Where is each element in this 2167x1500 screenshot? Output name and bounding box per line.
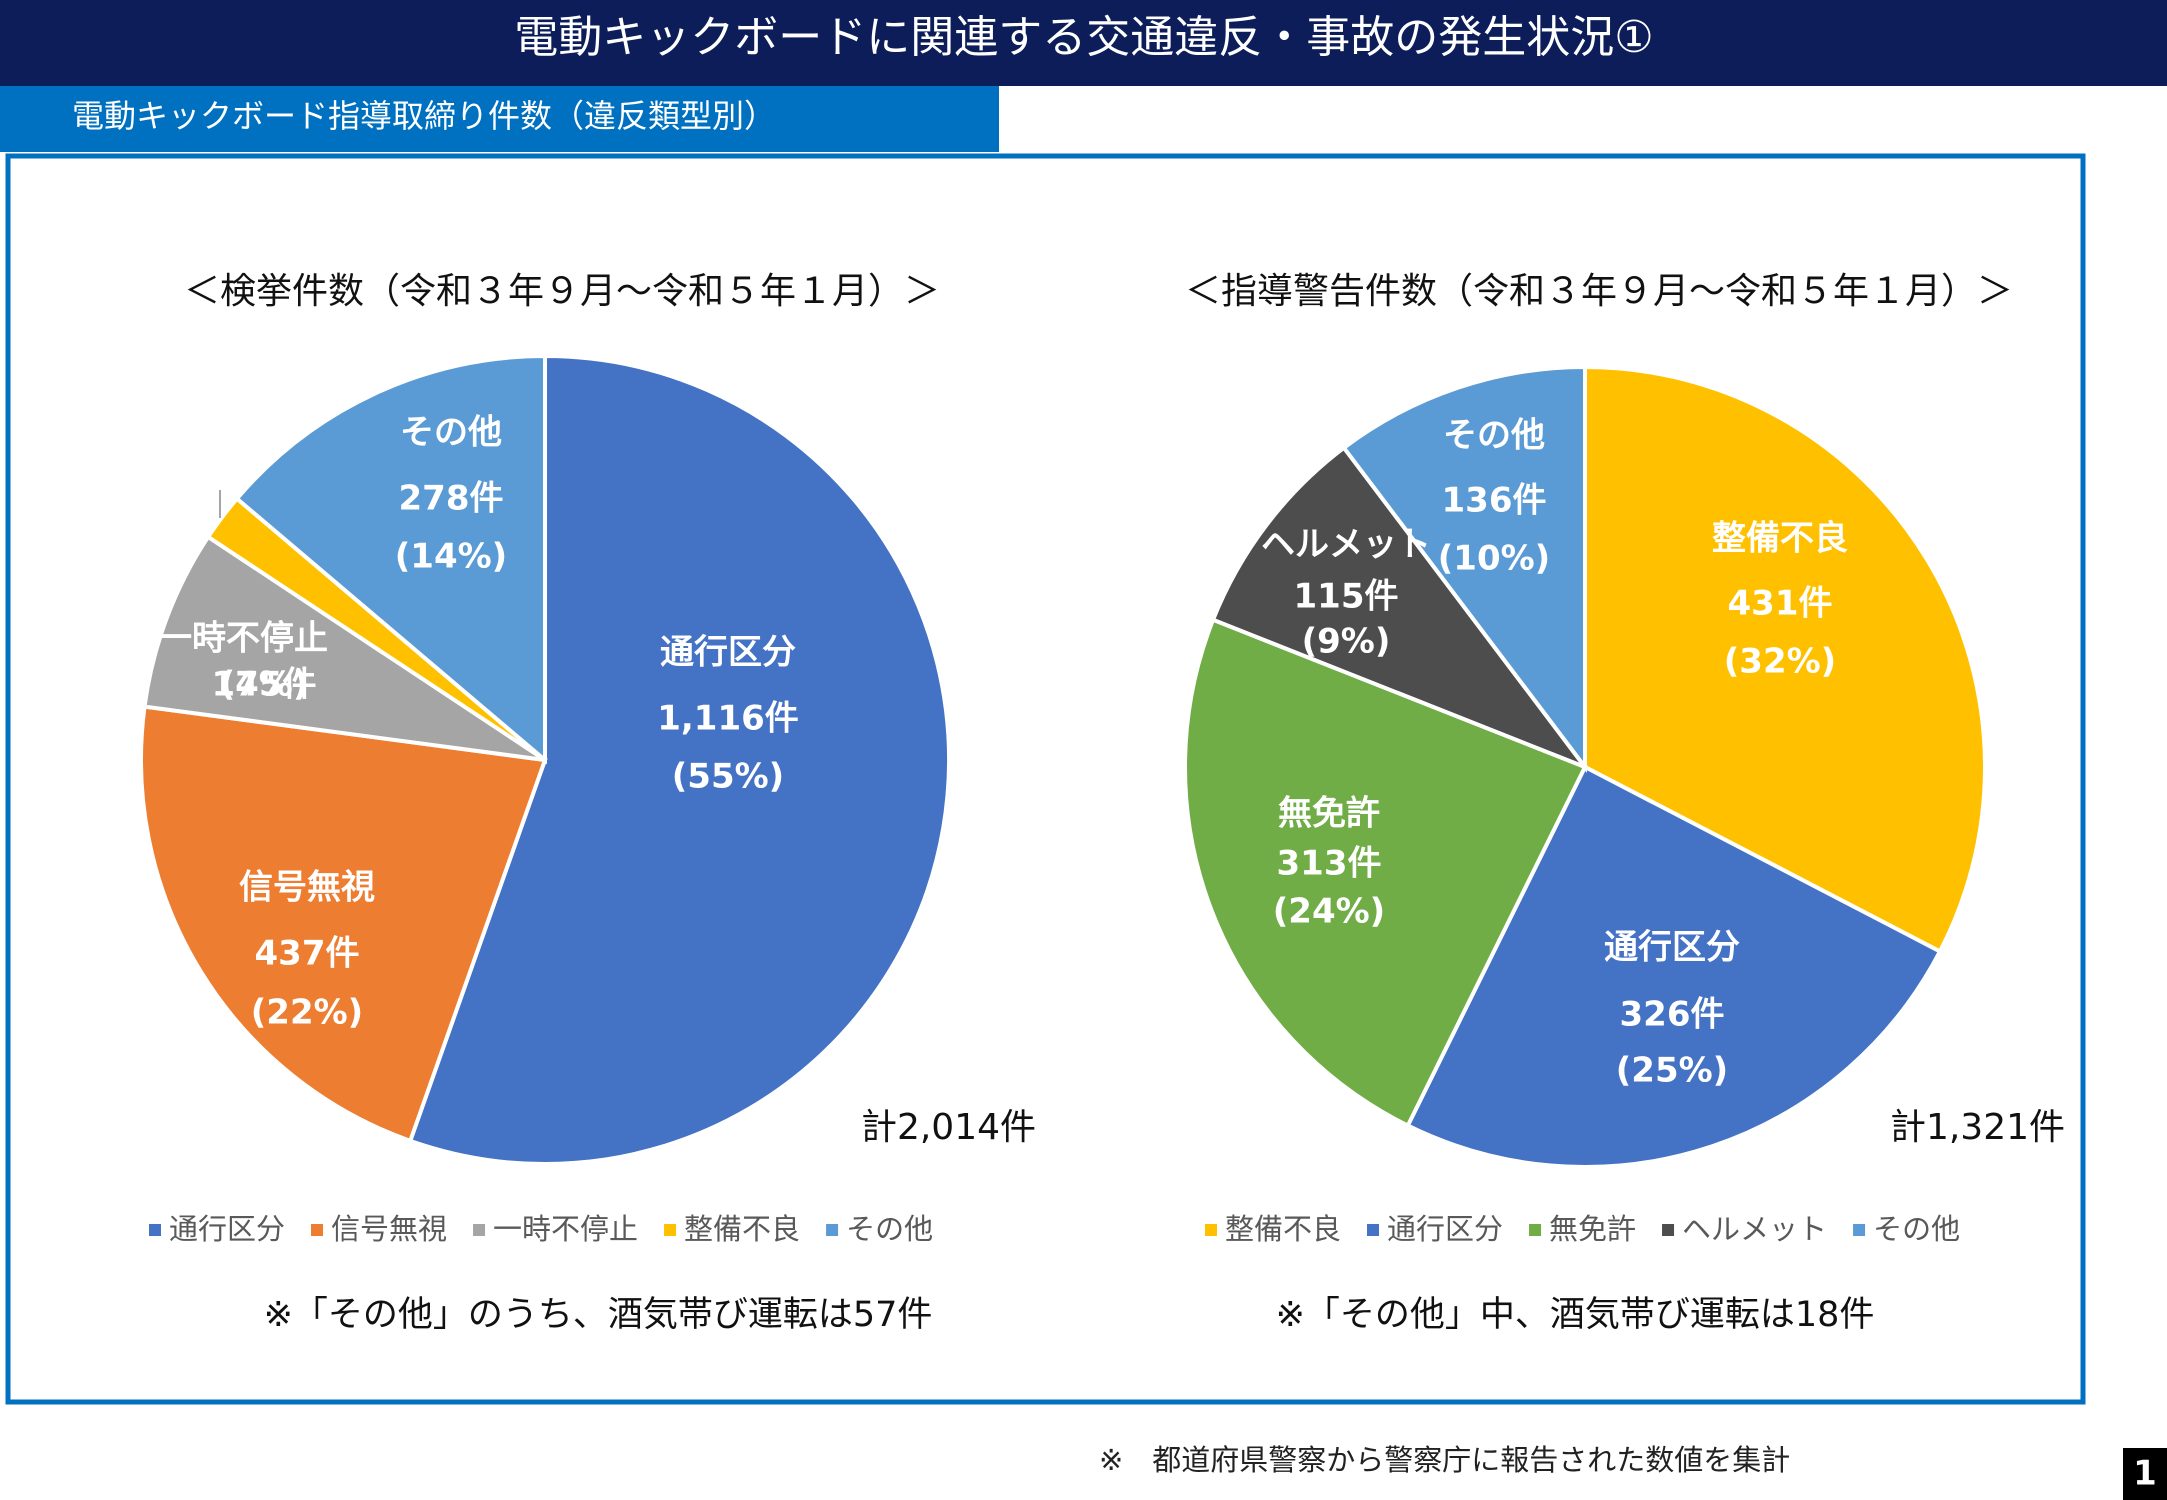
slice-category-label: ヘルメット xyxy=(1261,525,1431,565)
legend-swatch xyxy=(149,1224,161,1236)
slice-value-label: 38件 xyxy=(233,384,314,424)
pie-slice xyxy=(1183,617,1588,1129)
slice-value-label: 1,116件 xyxy=(657,699,799,739)
pie-slice xyxy=(1210,445,1591,772)
legend-swatch xyxy=(1529,1224,1542,1236)
page-number: 1 xyxy=(2133,1454,2157,1494)
legend-label: 通行区分 xyxy=(1387,1212,1503,1246)
legend-label: 整備不良 xyxy=(684,1212,800,1246)
chart-note: ※「その他」中、酒気帯び運転は18件 xyxy=(1276,1295,1875,1335)
legend-label: その他 xyxy=(1873,1212,1960,1246)
chart-title: ＜検挙件数（令和３年９月～令和５年１月）＞ xyxy=(184,271,940,312)
legend-swatch xyxy=(826,1224,839,1236)
slice-category-label: 信号無視 xyxy=(239,868,375,908)
legend-swatch xyxy=(1367,1224,1380,1236)
slice-value-label: 136件 xyxy=(1442,481,1547,521)
pie-slice xyxy=(407,353,951,1166)
slice-value-label: 278件 xyxy=(399,479,504,519)
slice-value-label: 313件 xyxy=(1277,844,1382,884)
slice-category-label: 整備不良 xyxy=(94,384,230,424)
legend-label: 無免許 xyxy=(1549,1212,1636,1246)
slice-value-label: 431件 xyxy=(1728,584,1833,624)
section-title: 電動キックボード指導取締り件数（違反類型別） xyxy=(72,97,776,135)
header-bar xyxy=(0,0,2167,86)
slice-percent-label: (2%) xyxy=(155,425,244,465)
legend-swatch xyxy=(311,1224,324,1236)
slice-category-label: 通行区分 xyxy=(1604,928,1740,968)
slice-percent-label: (10%) xyxy=(1438,539,1550,579)
legend-swatch xyxy=(1205,1224,1217,1236)
section-tab xyxy=(0,86,999,152)
legend-label: その他 xyxy=(846,1212,933,1246)
slice-category-label: 通行区分 xyxy=(660,633,796,673)
slice-category-label: 整備不良 xyxy=(1712,519,1848,559)
slice-category-label: 無免許 xyxy=(1278,794,1380,834)
slice-value-label: 326件 xyxy=(1620,995,1725,1035)
pie-slice xyxy=(142,534,547,762)
pie-slice xyxy=(139,704,548,1144)
content-frame xyxy=(5,153,2086,1405)
slice-percent-label: (24%) xyxy=(1273,892,1385,932)
page-title: 電動キックボードに関連する交通違反・事故の発生状況① xyxy=(514,12,1653,63)
footnote: ※ 都道府県警察から警察庁に報告された数値を集計 xyxy=(1099,1443,1790,1477)
legend-label: 信号無視 xyxy=(331,1212,447,1246)
pie-slice xyxy=(1405,764,1943,1169)
chart-note: ※「その他」のうち、酒気帯び運転は57件 xyxy=(264,1295,933,1335)
pie-slice xyxy=(234,353,547,765)
slice-percent-label: (25%) xyxy=(1616,1051,1728,1091)
slice-value-label: 145件 xyxy=(212,665,317,705)
page-number-box xyxy=(2123,1448,2167,1500)
slice-category-label: その他 xyxy=(1443,416,1545,456)
slice-category-label: その他 xyxy=(400,413,502,453)
legend-swatch xyxy=(1662,1224,1675,1236)
pie-slice xyxy=(1583,364,1987,955)
legend-label: 一時不停止 xyxy=(493,1212,638,1246)
slice-value-label: 115件 xyxy=(1294,577,1399,617)
slice-percent-label: (22%) xyxy=(251,993,363,1033)
slice-percent-label: (14%) xyxy=(395,537,507,577)
slice-category-label: 一時不停止 xyxy=(158,619,328,659)
legend-label: 通行区分 xyxy=(169,1212,285,1246)
legend-swatch xyxy=(1853,1224,1866,1236)
total-label: 計2,014件 xyxy=(861,1107,1036,1148)
legend-swatch xyxy=(473,1224,486,1236)
slice-percent-label: (32%) xyxy=(1724,642,1836,682)
slice-percent-label: (55%) xyxy=(672,757,784,797)
legend-label: 整備不良 xyxy=(1225,1212,1341,1246)
total-label: 計1,321件 xyxy=(1890,1107,2065,1148)
slice-percent-label: (7%) xyxy=(220,665,309,705)
slice-percent-label: (9%) xyxy=(1302,622,1391,662)
legend-swatch xyxy=(664,1224,677,1236)
chart-title: ＜指導警告件数（令和３年９月～令和５年１月）＞ xyxy=(1185,271,2013,312)
pie-slice xyxy=(1341,364,1587,773)
legend-label: ヘルメット xyxy=(1682,1212,1827,1246)
slice-value-label: 437件 xyxy=(255,934,360,974)
